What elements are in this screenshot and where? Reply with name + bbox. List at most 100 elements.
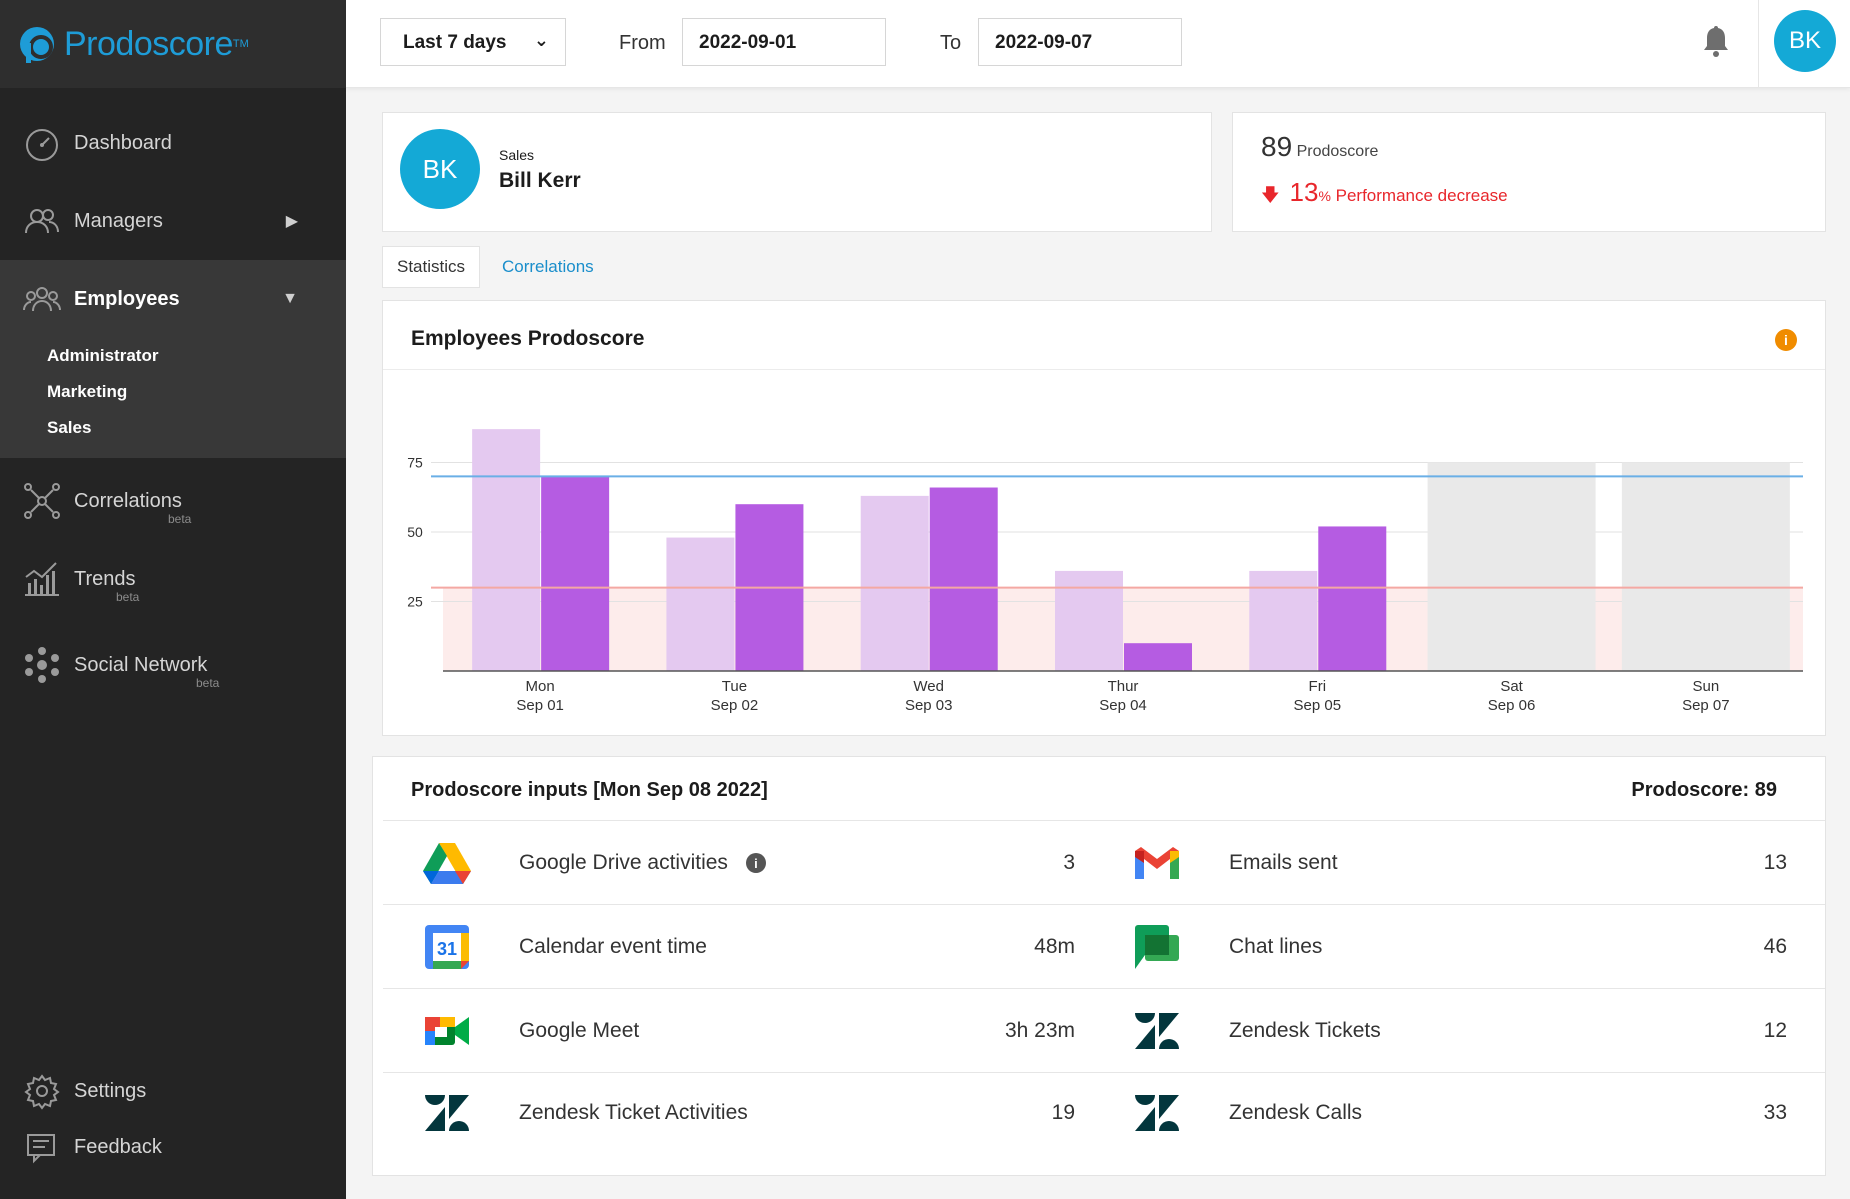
prodoscore-bar-chart: 25 50 75 Mon Sep 01 Tue Sep 02 Wed Sep 03 Thur Sep… <box>407 429 1803 714</box>
divider <box>383 820 1825 821</box>
date-range-value: Last 7 days <box>403 32 507 53</box>
sidebar-item-settings[interactable]: Settings <box>0 1063 346 1119</box>
input-label: Zendesk Calls <box>1229 1101 1363 1124</box>
sidebar-item-label: Feedback <box>74 1135 162 1158</box>
input-value: 33 <box>1763 1101 1787 1124</box>
social-network-icon <box>25 647 59 683</box>
divider <box>1758 0 1759 88</box>
divider <box>383 988 1825 989</box>
sidebar-item-managers[interactable]: Managers ▶ <box>0 182 346 260</box>
arrow-down-icon: 🡇 <box>1261 185 1280 205</box>
info-icon[interactable]: i <box>745 853 766 873</box>
sidebar-item-trends[interactable]: Trends beta <box>0 540 346 618</box>
sidebar-item-employees[interactable]: Employees ▼ <box>0 260 346 338</box>
sidebar-subitem-sales[interactable]: Sales <box>47 418 92 437</box>
beta-badge: beta <box>168 512 192 526</box>
tab-correlations[interactable]: Correlations <box>502 257 594 276</box>
divider <box>383 369 1825 370</box>
sidebar-item-label: Correlations <box>74 489 182 512</box>
input-value: 3 <box>1063 851 1075 874</box>
x-tick-date: Sep 07 <box>1682 697 1730 714</box>
x-tick-date: Sep 01 <box>516 697 564 714</box>
user-avatar[interactable]: BK <box>1774 10 1836 72</box>
sidebar-item-feedback[interactable]: Feedback <box>0 1119 346 1175</box>
x-tick-day: Fri <box>1309 678 1327 695</box>
input-value: 13 <box>1763 851 1787 874</box>
y-tick-label: 25 <box>407 594 423 610</box>
sidebar-item-label: Settings <box>74 1079 147 1102</box>
sidebar-item-dashboard[interactable]: Dashboard <box>0 104 346 182</box>
bar-series-2 <box>541 476 610 671</box>
app-name: Prodoscore <box>64 24 233 63</box>
input-label: Zendesk Tickets <box>1229 1019 1381 1042</box>
sidebar-subitem-marketing[interactable]: Marketing <box>47 382 128 401</box>
trademark: TM <box>232 38 249 50</box>
to-date-input[interactable]: 2022-09-07 <box>978 18 1182 66</box>
logo[interactable]: Prodoscore TM <box>0 0 346 88</box>
tab-statistics[interactable]: Statistics <box>382 246 481 288</box>
chart-title: Employees Prodoscore <box>411 327 645 350</box>
feedback-icon <box>27 1134 55 1164</box>
sidebar-item-correlations[interactable]: Correlations beta <box>0 462 346 540</box>
zendesk-icon <box>1135 1013 1179 1049</box>
employee-department: Sales <box>499 147 535 163</box>
x-tick-day: Tue <box>722 678 747 695</box>
caret-right-icon: ▶ <box>285 213 298 230</box>
sidebar: Prodoscore TM Dashboard Managers ▶ Employ… <box>0 0 346 1199</box>
sidebar-bottom: Settings Feedback <box>0 1063 346 1175</box>
date-range-select[interactable]: Last 7 days ⌄ <box>380 18 566 66</box>
from-label: From <box>619 32 666 54</box>
weekend-bar <box>1621 462 1790 671</box>
inputs-prodoscore: Prodoscore: 89 <box>1631 779 1777 801</box>
y-tick-label: 75 <box>407 455 423 471</box>
to-label: To <box>940 32 962 54</box>
x-tick-day: Sat <box>1500 678 1523 695</box>
x-tick-date: Sep 03 <box>905 697 953 714</box>
prodoscore-value: 89 <box>1261 131 1293 162</box>
sidebar-item-label: Managers <box>74 209 163 232</box>
input-label: Google Meet <box>519 1019 640 1042</box>
zendesk-icon <box>1135 1095 1179 1131</box>
divider <box>383 1072 1825 1073</box>
sidebar-item-label: Dashboard <box>74 131 172 154</box>
zendesk-icon <box>425 1095 469 1131</box>
bar-series-2 <box>1318 526 1387 671</box>
input-value: 12 <box>1763 1019 1787 1042</box>
bar-series-1 <box>1055 570 1123 671</box>
bell-icon[interactable] <box>1702 24 1730 58</box>
beta-badge: beta <box>196 676 220 690</box>
gear-icon <box>24 1074 60 1110</box>
bar-series-2 <box>929 487 998 671</box>
input-value: 48m <box>1034 935 1075 958</box>
bar-series-1 <box>860 495 929 671</box>
x-tick-day: Mon <box>526 678 555 695</box>
weekend-bar <box>1427 462 1596 671</box>
employees-group: Employees ▼ Administrator Marketing Sale… <box>0 260 346 458</box>
performance-change: 🡇 13% Performance decrease <box>1261 177 1508 213</box>
prodoscore-summary: 89 Prodoscore <box>1261 131 1378 163</box>
performance-change-value: 13 <box>1289 177 1319 207</box>
divider <box>383 904 1825 905</box>
correlations-icon <box>24 483 60 519</box>
from-date-input[interactable]: 2022-09-01 <box>682 18 886 66</box>
calendar-day: 31 <box>437 939 457 959</box>
score-card: 89 Prodoscore 🡇 13% Performance decrease <box>1232 112 1826 232</box>
bar-series-1 <box>472 429 541 671</box>
sidebar-item-social-network[interactable]: Social Network beta <box>0 626 346 704</box>
input-label: Google Drive activities i <box>519 833 766 893</box>
chart-card: Employees Prodoscore i 25 50 75 Mon Sep 01 Tu… <box>382 300 1826 736</box>
google-chat-icon <box>1135 925 1179 969</box>
input-label: Calendar event time <box>519 935 707 958</box>
google-drive-icon <box>423 843 471 884</box>
input-label: Chat lines <box>1229 935 1323 958</box>
profile-card: BK Sales Bill Kerr <box>382 112 1212 232</box>
info-icon[interactable]: i <box>1775 329 1797 351</box>
x-tick-day: Wed <box>913 678 944 695</box>
input-label: Emails sent <box>1229 851 1338 874</box>
x-tick-day: Thur <box>1108 678 1139 695</box>
x-tick-date: Sep 06 <box>1488 697 1536 714</box>
managers-icon <box>25 209 59 234</box>
input-value: 3h 23m <box>1004 1019 1075 1042</box>
sidebar-subitem-administrator[interactable]: Administrator <box>47 346 159 365</box>
performance-change-unit: % <box>1318 188 1331 204</box>
